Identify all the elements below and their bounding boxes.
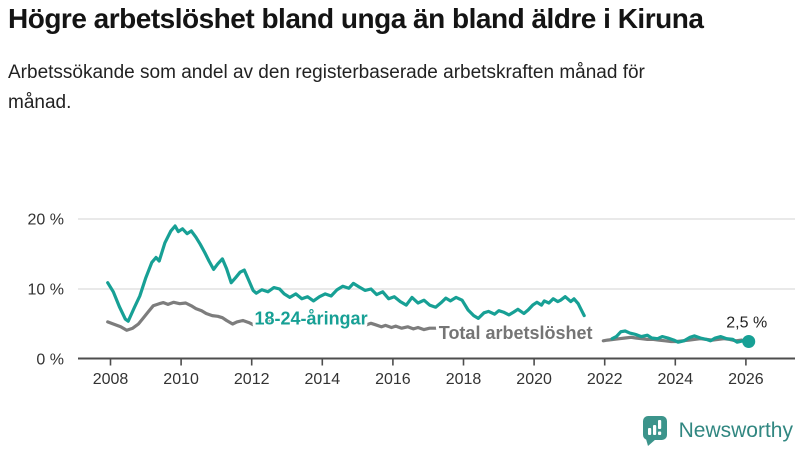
- x-tick-label: 2016: [375, 371, 411, 388]
- y-tick-label: 0 %: [36, 352, 64, 369]
- x-tick-label: 2020: [516, 371, 552, 388]
- x-tick-label: 2010: [163, 371, 199, 388]
- x-tick-label: 2026: [728, 371, 764, 388]
- chart-subtitle: Arbetssökande som andel av den registerb…: [8, 62, 645, 113]
- y-tick-label: 20 %: [28, 212, 64, 229]
- series-label-total: Total arbetslöshet: [439, 323, 593, 343]
- x-tick-label: 2014: [305, 371, 341, 388]
- x-tick-label: 2012: [234, 371, 270, 388]
- chart-title: Högre arbetslöshet bland unga än bland ä…: [8, 3, 704, 34]
- endpoint-value-label: 2,5 %: [726, 315, 767, 332]
- series-line-total: [601, 335, 744, 344]
- x-tick-label: 2008: [93, 371, 129, 388]
- newsworthy-logo[interactable]: Newsworthy: [642, 415, 793, 446]
- series-line-youth: [610, 329, 751, 344]
- bar-chart-speech-bubble-icon: [642, 416, 667, 446]
- series-label-youth: 18-24-åringar: [255, 308, 368, 328]
- x-tick-label: 2022: [587, 371, 623, 388]
- y-tick-label: 10 %: [28, 282, 64, 299]
- series-line-total: [106, 300, 438, 332]
- x-tick-label: 2024: [658, 371, 694, 388]
- x-tick-label: 2018: [446, 371, 482, 388]
- endpoint-dot: [742, 335, 756, 348]
- chart-header: Högre arbetslöshet bland unga än bland ä…: [8, 2, 792, 118]
- series-line-youth: [106, 224, 586, 323]
- brand-name: Newsworthy: [678, 418, 793, 442]
